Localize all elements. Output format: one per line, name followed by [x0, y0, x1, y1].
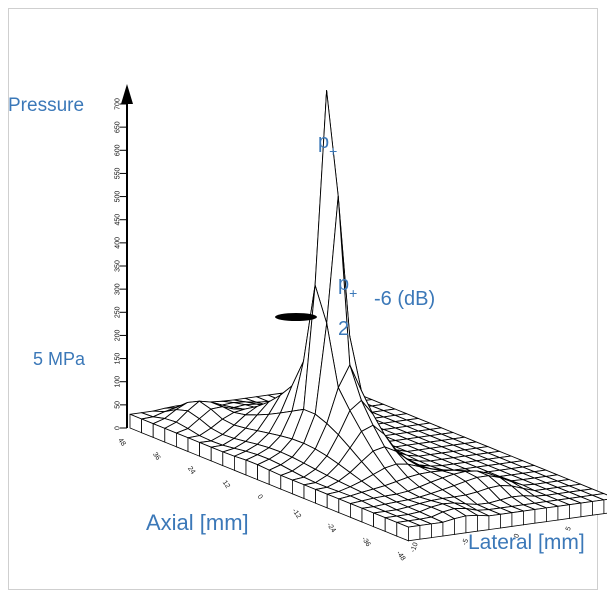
base-skirt-segment — [419, 523, 432, 540]
base-skirt-segment — [557, 504, 570, 521]
pressure-tick-label: 450 — [115, 214, 122, 226]
base-skirt-segment — [488, 513, 501, 531]
level-annotation: 5 MPa — [33, 349, 86, 369]
pressure-axis-arrow — [121, 84, 133, 104]
base-skirt-segment — [546, 505, 559, 523]
half-pressure-contour — [275, 313, 317, 321]
base-skirt-segment — [603, 499, 607, 515]
pressure-tick-label: 300 — [115, 283, 122, 295]
base-skirt-segment — [407, 525, 421, 542]
base-skirt-segment — [476, 514, 490, 532]
base-skirt-segment — [511, 510, 524, 527]
lateral-axis-label: Lateral [mm] — [468, 531, 585, 554]
axial-tick-label: 24 — [186, 465, 196, 475]
lateral-tick-label: 5 — [565, 526, 573, 532]
pressure-tick-label: 100 — [115, 376, 122, 388]
pressure-tick-label: 150 — [115, 353, 122, 365]
base-skirt-segment — [534, 507, 547, 524]
surface-mesh — [129, 90, 607, 542]
lateral-tick-label: 0 — [513, 533, 521, 539]
pressure-tick-label: 200 — [115, 329, 122, 341]
base-skirt-segment — [580, 501, 593, 518]
pressure-tick-label: 700 — [115, 98, 122, 110]
lateral-tick-label: -10 — [410, 541, 420, 553]
lateral-tick-label: -5 — [461, 538, 470, 546]
base-skirt-segment — [592, 499, 605, 516]
pressure-axis-label: Pressure — [8, 95, 84, 116]
pressure-tick-label: 50 — [115, 401, 122, 409]
axial-tick-label: -36 — [360, 536, 372, 548]
axial-axis-label: Axial [mm] — [146, 510, 249, 535]
axial-tick-label: 0 — [256, 494, 264, 501]
pressure-tick-label: 550 — [115, 167, 122, 179]
pressure-tick-label: 250 — [115, 306, 122, 318]
base-skirt-segment — [499, 512, 513, 529]
base-skirt-segment — [430, 521, 444, 539]
base-skirt-segment — [569, 502, 582, 519]
axial-tick-label: 12 — [221, 479, 231, 489]
pressure-tick-label: 400 — [115, 237, 122, 249]
axial-tick-label: -48 — [395, 550, 407, 562]
axial-tick-label: -12 — [290, 508, 302, 520]
axial-tick-label: -24 — [325, 522, 337, 534]
db-annotation: -6 (dB) — [374, 288, 435, 310]
pressure-tick-label: 0 — [115, 426, 122, 430]
pressure-tick-label: 500 — [115, 191, 122, 203]
pressure-tick-label: 350 — [115, 260, 122, 272]
half-peak-annotation-bottom: 2 — [338, 318, 349, 340]
base-skirt-segment — [523, 509, 536, 526]
axial-tick-label: 36 — [151, 451, 161, 461]
base-skirt-segment — [453, 515, 467, 535]
axial-tick-label: 48 — [116, 437, 126, 447]
pressure-tick-label: 650 — [114, 121, 121, 133]
pressure-tick-label: 600 — [115, 144, 122, 156]
